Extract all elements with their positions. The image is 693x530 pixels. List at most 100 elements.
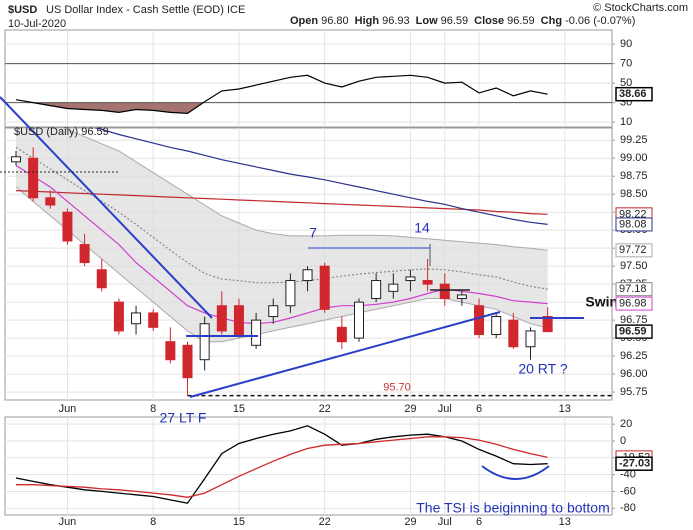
candle-body: [336, 326, 347, 343]
candle-body: [405, 276, 416, 282]
y-tick-label: 97.50: [620, 260, 648, 272]
quote-label: Low: [416, 15, 438, 27]
candle-body: [542, 316, 553, 333]
band-line: [62, 128, 548, 251]
quote-label: Close: [474, 15, 504, 27]
drawings: [0, 96, 584, 480]
x-tick-label: Jun: [59, 516, 77, 528]
candle-body: [96, 269, 107, 289]
x-tick-label: 13: [559, 403, 571, 415]
y-tick-label: 98.75: [620, 170, 648, 182]
value-box: [615, 217, 653, 232]
candle-body: [11, 156, 21, 163]
x-tick-label: Jul: [438, 403, 452, 415]
candle-body: [491, 316, 502, 336]
value-label: -27.03: [619, 458, 650, 470]
candle-body: [113, 301, 124, 332]
overlay-line: [15, 146, 548, 290]
price-legend: $USD (Daily) 96.59: [14, 126, 109, 138]
y-tick-label: -80: [620, 502, 636, 514]
x-tick-label: 15: [233, 516, 245, 528]
trendline: [0, 96, 213, 319]
line: [15, 74, 548, 115]
value-label: 97.72: [619, 244, 647, 256]
y-tick-label: 99.25: [620, 134, 648, 146]
candle-body: [439, 283, 450, 300]
x-tick-label: 6: [476, 516, 482, 528]
overlay-line: [15, 190, 548, 215]
y-tick-label: 10: [620, 116, 632, 128]
annotation: 20 RT ?: [518, 361, 568, 377]
candle-body: [28, 157, 39, 199]
candle-body: [131, 312, 142, 325]
trendline: [189, 311, 501, 398]
y-tick-label: 96.25: [620, 350, 648, 362]
candle-body: [216, 305, 227, 332]
instrument-name: US Dollar Index - Cash Settle (EOD) ICE: [46, 4, 245, 16]
price-plot: [11, 128, 612, 397]
value-box: [615, 324, 653, 339]
x-tick-label: 29: [404, 516, 416, 528]
y-tick-label: -40: [620, 469, 636, 481]
symbol: $USD: [8, 4, 37, 16]
quote-label: Chg: [541, 15, 562, 27]
y-tick-label: 90: [620, 38, 632, 50]
oversold-area: [33, 102, 204, 114]
candle-body: [251, 319, 262, 346]
support-label: 95.70: [383, 382, 411, 394]
candle-body: [525, 330, 536, 348]
y-tick-label: 95.75: [620, 386, 648, 398]
overlay-line: [93, 128, 548, 225]
x-tick-label: 15: [233, 403, 245, 415]
x-tick-label: Jun: [59, 403, 77, 415]
x-tick-label: 13: [559, 516, 571, 528]
candle-body: [233, 305, 244, 336]
overlay-line: [15, 164, 548, 325]
band-line: [15, 186, 548, 343]
value-box: [615, 86, 653, 102]
tsi-plot: [15, 425, 548, 504]
y-tick-label: 20: [620, 418, 632, 430]
value-box: [615, 243, 653, 258]
candle-body: [182, 344, 193, 379]
quote-value: 96.80: [321, 15, 349, 27]
annotation: 14: [414, 220, 430, 236]
y-tick-label: 0: [620, 435, 626, 447]
y-tick-label: -60: [620, 485, 636, 497]
rsi-plot: [5, 63, 612, 115]
value-label: 98.08: [619, 218, 647, 230]
candle-body: [45, 197, 56, 206]
source: © StockCharts.com: [593, 2, 688, 14]
value-label: 96.98: [619, 297, 647, 309]
quote-label: Open: [290, 15, 318, 27]
candle-body: [371, 280, 382, 300]
value-label: 98.22: [619, 208, 647, 220]
x-tick-label: Jul: [438, 516, 452, 528]
quote: Open 96.80 High 96.93 Low 96.59 Close 96.59 Chg -…: [290, 15, 635, 27]
candle-body: [319, 265, 330, 310]
x-tick-label: 8: [150, 403, 156, 415]
candle-body: [79, 244, 90, 264]
candle-body: [422, 280, 433, 285]
candle-body: [474, 305, 485, 336]
x-tick-label: 8: [150, 516, 156, 528]
candle-body: [268, 305, 279, 318]
y-tick-label: 96.75: [620, 314, 648, 326]
date: 10-Jul-2020: [8, 18, 66, 30]
value-label: 97.18: [619, 283, 647, 295]
line: [15, 425, 548, 504]
quote-value: 96.59: [507, 15, 535, 27]
annotation: The TSI is beiginning to bottom: [416, 500, 610, 516]
line: [16, 436, 548, 498]
x-tick-label: 22: [319, 516, 331, 528]
price-panel: [4, 127, 613, 401]
bottom-arc: [481, 465, 550, 480]
annotation: 7: [309, 225, 317, 241]
y-tick-label: 98.50: [620, 188, 648, 200]
candle-body: [199, 323, 210, 361]
y-tick-label: 50: [620, 77, 632, 89]
value-label: 96.59: [619, 326, 647, 338]
candle-body: [508, 319, 519, 348]
candle-body: [148, 312, 159, 328]
